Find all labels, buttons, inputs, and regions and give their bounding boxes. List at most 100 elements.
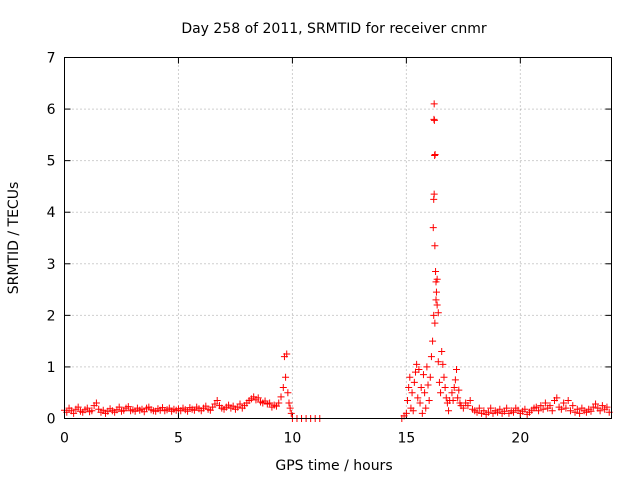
y-tick-label: 6 bbox=[47, 102, 56, 118]
data-point bbox=[236, 400, 244, 408]
data-point bbox=[596, 407, 604, 415]
data-point bbox=[441, 384, 449, 392]
tick-layer: 0 5 10 15 20 0 1 2 3 4 5 6 7 bbox=[47, 51, 612, 447]
data-point bbox=[562, 404, 570, 412]
data-point bbox=[410, 378, 418, 386]
x-axis-label: GPS time / hours bbox=[275, 458, 392, 474]
data-point bbox=[415, 366, 423, 374]
data-point bbox=[438, 347, 446, 355]
data-point bbox=[211, 400, 219, 408]
data-point bbox=[287, 409, 295, 417]
data-point bbox=[422, 404, 430, 412]
x-tick-label: 0 bbox=[60, 431, 69, 447]
data-point bbox=[425, 396, 433, 404]
data-point bbox=[429, 224, 437, 232]
data-point bbox=[503, 404, 511, 412]
data-point bbox=[464, 402, 472, 410]
data-point bbox=[423, 363, 431, 371]
data-point bbox=[413, 360, 421, 368]
data-point bbox=[406, 373, 414, 381]
data-point-layer bbox=[61, 100, 613, 422]
data-point bbox=[431, 150, 439, 158]
data-point bbox=[427, 353, 435, 361]
data-point bbox=[437, 389, 445, 397]
data-point bbox=[286, 404, 294, 412]
data-point bbox=[546, 402, 554, 410]
data-point bbox=[509, 408, 517, 416]
data-point bbox=[430, 116, 438, 124]
grid-layer bbox=[64, 57, 612, 419]
data-point bbox=[459, 404, 467, 412]
y-tick-label: 0 bbox=[47, 412, 56, 428]
data-point bbox=[603, 403, 611, 411]
data-point bbox=[487, 404, 495, 412]
data-point bbox=[409, 407, 417, 415]
data-point bbox=[553, 394, 561, 402]
data-point bbox=[569, 402, 577, 410]
data-point bbox=[184, 407, 192, 415]
y-tick-label: 5 bbox=[47, 154, 56, 170]
data-point bbox=[439, 360, 447, 368]
chart-title: Day 258 of 2011, SRMTID for receiver cnm… bbox=[181, 21, 487, 37]
x-tick-label: 20 bbox=[511, 431, 529, 447]
data-point bbox=[88, 407, 96, 415]
data-point bbox=[598, 402, 606, 410]
data-point bbox=[587, 407, 595, 415]
data-point bbox=[408, 389, 416, 397]
y-tick-label: 7 bbox=[47, 51, 56, 67]
data-point bbox=[535, 407, 543, 415]
data-point bbox=[539, 405, 547, 413]
data-point bbox=[449, 396, 457, 404]
data-point bbox=[573, 405, 581, 413]
data-point bbox=[430, 311, 438, 319]
y-tick-label: 2 bbox=[47, 308, 56, 324]
data-point bbox=[445, 407, 453, 415]
plot-frame bbox=[64, 57, 612, 419]
data-point bbox=[434, 358, 442, 366]
data-point bbox=[419, 371, 427, 379]
data-point bbox=[432, 296, 440, 304]
data-point bbox=[432, 288, 440, 296]
data-point bbox=[432, 268, 440, 276]
data-point bbox=[277, 393, 285, 401]
data-point bbox=[74, 403, 82, 411]
y-tick-label: 3 bbox=[47, 257, 56, 273]
data-point bbox=[430, 195, 438, 203]
data-point bbox=[434, 309, 442, 317]
data-point bbox=[275, 399, 283, 407]
data-point bbox=[451, 376, 459, 384]
data-point bbox=[480, 407, 488, 415]
data-point bbox=[453, 366, 461, 374]
data-point bbox=[541, 399, 549, 407]
data-point bbox=[417, 384, 425, 392]
data-point bbox=[429, 337, 437, 345]
data-point bbox=[414, 394, 422, 402]
data-point bbox=[433, 301, 441, 309]
data-point bbox=[402, 409, 410, 417]
data-point bbox=[448, 389, 456, 397]
data-point bbox=[475, 404, 483, 412]
data-point bbox=[254, 394, 262, 402]
data-point bbox=[454, 394, 462, 402]
data-point bbox=[426, 373, 434, 381]
data-point bbox=[432, 278, 440, 286]
data-point bbox=[435, 378, 443, 386]
x-tick-label: 5 bbox=[174, 431, 183, 447]
data-point bbox=[431, 319, 439, 327]
data-point bbox=[284, 389, 292, 397]
data-point bbox=[564, 396, 572, 404]
data-point bbox=[213, 396, 221, 404]
data-point bbox=[266, 399, 274, 407]
data-point bbox=[592, 400, 600, 408]
data-point bbox=[70, 409, 78, 417]
data-point bbox=[421, 389, 429, 397]
data-point bbox=[440, 373, 448, 381]
data-point bbox=[473, 408, 481, 416]
data-point bbox=[557, 405, 565, 413]
data-point bbox=[404, 396, 412, 404]
data-point bbox=[418, 409, 426, 417]
data-point bbox=[532, 403, 540, 411]
y-tick-label: 1 bbox=[47, 360, 56, 376]
data-point bbox=[285, 399, 293, 407]
